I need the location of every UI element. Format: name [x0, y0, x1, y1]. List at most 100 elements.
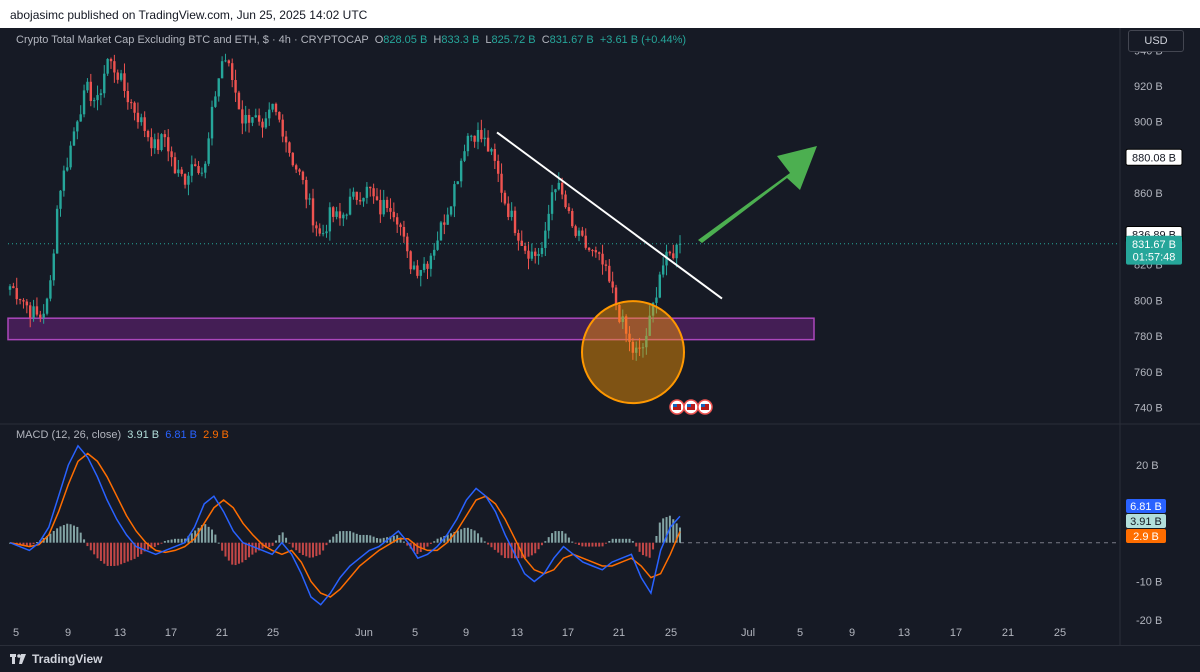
candle-body [496, 160, 500, 174]
time-axis-tick: 25 [267, 627, 279, 639]
candle-body [473, 135, 476, 142]
histogram-bar [147, 542, 150, 550]
histogram-bar [56, 528, 59, 543]
histogram-bar [99, 542, 102, 562]
candle-body [294, 165, 298, 170]
histogram-bar [672, 519, 675, 543]
macd-value-box [1126, 499, 1166, 513]
histogram-bar [153, 542, 156, 547]
histogram-bar [652, 542, 655, 550]
histogram-bar [305, 542, 308, 557]
candle-body [22, 300, 25, 302]
candle-body [220, 61, 224, 79]
brand-name: TradingView [32, 652, 103, 666]
candle-body [493, 149, 497, 161]
candle-body [288, 142, 291, 153]
histogram-bar [527, 542, 530, 557]
histogram-bar [133, 542, 136, 559]
histogram-bar [591, 542, 594, 547]
histogram-bar [466, 527, 469, 543]
price-axis-tick: 740 B [1134, 402, 1163, 414]
candle-body [406, 236, 409, 252]
time-axis-tick: 21 [1002, 627, 1014, 639]
candle-body [534, 251, 537, 256]
histogram-bar [345, 531, 348, 543]
time-axis-tick: 25 [1054, 627, 1066, 639]
us-flag-canton [673, 404, 677, 407]
histogram-bar [217, 542, 220, 544]
histogram-bar [392, 535, 395, 543]
candle-body [308, 198, 311, 200]
histogram-bar [93, 542, 96, 555]
histogram-bar [638, 542, 641, 552]
trendline [496, 131, 723, 300]
histogram-bar [554, 531, 557, 543]
candle-body [389, 208, 392, 212]
tradingview-logo[interactable]: TradingView [10, 652, 102, 666]
histogram-bar [106, 542, 109, 566]
histogram-bar [557, 531, 560, 543]
time-axis-tick: 21 [613, 627, 625, 639]
macd-histogram [9, 515, 681, 566]
candle-body [459, 160, 463, 182]
histogram-bar [113, 542, 116, 566]
candle-body [523, 246, 527, 251]
histogram-bar [503, 542, 506, 558]
macd-line [9, 444, 681, 606]
candle-body [621, 316, 624, 323]
histogram-bar [328, 539, 331, 543]
histogram-bar [470, 529, 473, 543]
candle-body [635, 347, 638, 353]
histogram-bar [588, 542, 591, 547]
price-axis-tick: 860 B [1134, 188, 1163, 200]
histogram-bar [429, 542, 432, 544]
histogram-bar [365, 534, 368, 543]
candle-body [281, 119, 284, 137]
histogram-bar [285, 537, 288, 543]
candle-body [658, 274, 661, 298]
histogram-bar [389, 536, 392, 543]
currency-button[interactable]: USD [1128, 30, 1184, 52]
histogram-bar [487, 542, 490, 545]
symbol-title: Crypto Total Market Cap Excluding BTC an… [16, 34, 369, 46]
histogram-bar [581, 542, 584, 547]
candle-body [587, 247, 591, 251]
histogram-bar [463, 527, 466, 543]
histogram-bar [224, 542, 227, 557]
histogram-bar [32, 542, 35, 545]
histogram-bar [551, 533, 554, 543]
candle-body [268, 109, 271, 119]
candle-body [648, 315, 651, 336]
candle-body [99, 93, 103, 96]
candle-body [362, 197, 365, 202]
support-zone [7, 317, 815, 341]
histogram-bar [645, 542, 648, 557]
candle-body [486, 137, 490, 152]
candle-body [254, 115, 257, 118]
histogram-bar [372, 536, 375, 543]
histogram-bar [399, 537, 402, 543]
macd-value-box [1126, 529, 1166, 543]
histogram-bar [497, 542, 500, 553]
candle-body [241, 109, 244, 124]
histogram-bar [204, 524, 207, 543]
histogram-bar [315, 542, 318, 557]
macd-axis-tick: -20 B [1136, 615, 1162, 627]
candle-body [392, 211, 396, 218]
candle-body [79, 114, 82, 122]
candle-body [25, 301, 29, 306]
histogram-bar [439, 537, 442, 543]
histogram-bar [369, 535, 372, 543]
macd-axis-tick: -10 B [1136, 576, 1162, 588]
candles-group [8, 53, 682, 361]
histogram-bar [362, 534, 365, 543]
candle-body [651, 302, 655, 316]
histogram-bar [446, 534, 449, 543]
candle-body [264, 118, 268, 128]
histogram-bar [355, 533, 358, 543]
candle-body [62, 170, 66, 191]
macd-axis-tick: 20 B [1136, 460, 1159, 472]
candle-body [140, 117, 143, 123]
